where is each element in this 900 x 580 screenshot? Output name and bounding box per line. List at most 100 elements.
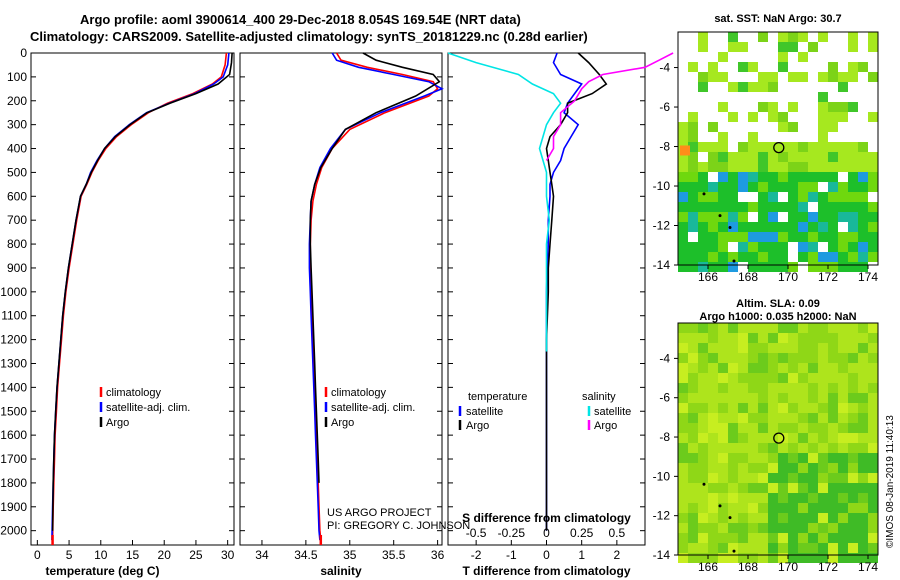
map-cell [678,232,688,242]
y-tick-label: -10 [653,179,671,193]
x-tick-top-label: 0.5 [609,526,626,540]
map-cell [818,543,828,553]
map-cell [858,393,868,403]
map-cell [678,523,688,533]
map-cell [808,343,818,353]
map-cell [748,383,758,393]
island-mark [728,516,732,520]
map-cell [778,373,788,383]
map-cell [708,182,718,192]
map-cell [758,533,768,543]
map-cell [798,513,808,523]
map-cell [718,423,728,433]
map-cell [838,72,848,82]
map-cell [688,473,698,483]
map-cell [788,333,798,343]
map-cell [678,323,688,333]
map-cell [788,373,798,383]
map-cell [838,112,848,122]
map-cell [818,122,828,132]
map-cell [698,252,708,262]
map-cell [768,242,778,252]
map-cell [798,403,808,413]
map-cell [698,343,708,353]
map-cell [768,212,778,222]
map-cell [788,182,798,192]
map-cell [788,42,798,52]
map-cell [868,543,878,553]
map-cell [748,343,758,353]
map-cell [748,152,758,162]
map-cell [738,42,748,52]
map-cell [678,393,688,403]
map-cell [768,343,778,353]
map-cell [748,423,758,433]
map-cell [708,262,718,272]
map-cell [868,72,878,82]
map-cell [748,493,758,503]
x-axis-label: salinity [320,564,362,578]
x-tick-label: 10 [94,548,108,562]
map-cell [768,513,778,523]
map-cell [718,222,728,232]
map-cell [718,443,728,453]
map-cell [808,463,818,473]
map-cell [678,222,688,232]
map-cell [868,212,878,222]
map-cell [778,463,788,473]
map-cell [848,373,858,383]
map-cell [798,433,808,443]
y-tick-label: -12 [653,509,671,523]
map-cell [818,333,828,343]
map-cell [818,433,828,443]
map-cell [768,423,778,433]
map-cell [708,222,718,232]
plot-frame [30,52,235,546]
map-cell [818,192,828,202]
map-cell [738,162,748,172]
map-cell [738,242,748,252]
map-cell [798,473,808,483]
map-cell [708,533,718,543]
map-cell [818,403,828,413]
map-cell [748,222,758,232]
map-cell [808,42,818,52]
map-cell [688,483,698,493]
map-cell [748,232,758,242]
map-cell [738,333,748,343]
map-cell [748,182,758,192]
title-line-1: Argo profile: aoml 3900614_400 29-Dec-20… [80,12,521,27]
map-cell [718,483,728,493]
x-tick-label: 34 [255,548,269,562]
map-cell [748,323,758,333]
x-tick-label: 172 [818,560,838,574]
map-cell [828,363,838,373]
map-cell [778,32,788,42]
map-cell [768,463,778,473]
map-cell [828,192,838,202]
map-cell [748,82,758,92]
map-cell [868,463,878,473]
map-cell [838,343,848,353]
map-cell [798,252,808,262]
map-cell [758,383,768,393]
map-cell [868,473,878,483]
map-cell [848,32,858,42]
map-cell [848,333,858,343]
map-cell [718,353,728,363]
y-tick-label: 1600 [0,428,27,442]
map-cell [798,202,808,212]
map-cell [698,353,708,363]
map-cell [838,503,848,513]
map-cell [748,162,758,172]
map-cell [868,523,878,533]
map-cell [718,142,728,152]
map-cell [798,52,808,62]
map-cell [698,42,708,52]
map-cell [758,483,768,493]
legend-label: climatology [331,387,387,399]
map-cell [788,222,798,232]
map-cell [708,122,718,132]
x-tick-label: 34.5 [294,548,318,562]
map-cell [778,142,788,152]
